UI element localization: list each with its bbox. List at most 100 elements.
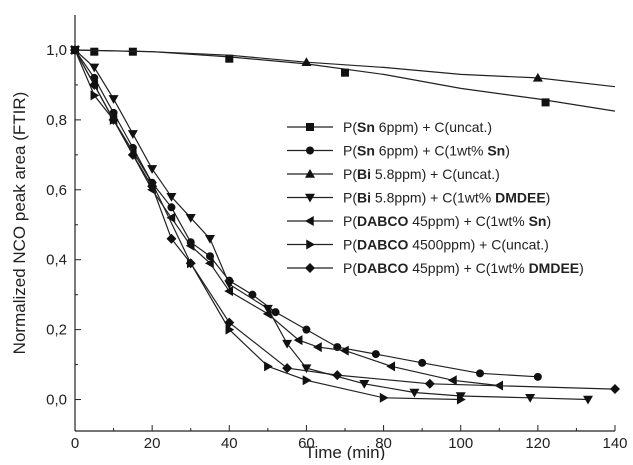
legend-label-1: P(Sn 6ppm) + C(uncat.) [343, 119, 492, 135]
series-4-point [185, 214, 196, 223]
legend-label-part: 45ppm) + C(1wt% [408, 260, 528, 276]
series-1-point [341, 68, 349, 77]
legend-label-part: P( [343, 260, 357, 276]
legend-label-part: DABCO [357, 213, 408, 229]
y-tick-label: 0,4 [46, 252, 67, 269]
series-2-point [533, 372, 542, 381]
series-5-point [205, 258, 214, 269]
x-tick-label: 80 [375, 435, 392, 452]
series-4-point [89, 63, 100, 73]
legend-label-part: Sn [357, 143, 375, 159]
series-7-point [224, 317, 235, 328]
series-7-point [89, 79, 100, 90]
series-7-point [147, 181, 158, 192]
legend-label-part: 6ppm) + C(uncat.) [375, 119, 492, 135]
series-7-point [610, 384, 620, 395]
x-tick-label: 100 [448, 435, 473, 452]
series-2-point [271, 308, 280, 317]
y-tick-label: 1,0 [46, 42, 67, 59]
legend-label-part: 5.8ppm) + C(1wt% [371, 190, 495, 206]
legend-label-part: DMDEE [529, 260, 580, 276]
series-2-point [90, 73, 99, 82]
legend-marker-1 [306, 123, 314, 131]
series-2-point [302, 325, 311, 334]
legend-label-part: P( [343, 237, 357, 253]
series-7-point [424, 378, 435, 389]
series-4-point [147, 165, 158, 174]
series-5-point [448, 375, 457, 386]
legend-label-part: P( [343, 213, 357, 229]
y-axis-title: Normalized NCO peak area (FTIR) [10, 92, 29, 355]
series-2-point [109, 108, 118, 117]
series-6-point [225, 324, 235, 335]
series-6-point [379, 392, 389, 403]
series-6-point [90, 90, 100, 101]
legend-label-part: P( [343, 166, 357, 182]
series-2-point [167, 203, 176, 212]
series-5-point [224, 286, 234, 297]
series-6-point [264, 361, 273, 372]
x-tick-label: 40 [221, 435, 238, 452]
series-1-point [541, 98, 550, 107]
series-4-point [108, 95, 119, 104]
series-4-point [262, 304, 273, 314]
series-6-point [302, 375, 312, 386]
y-tick-label: 0,2 [46, 322, 67, 339]
legend-marker-2 [306, 146, 314, 155]
x-tick-label: 0 [71, 435, 79, 452]
series-5-point [386, 361, 396, 372]
series-4-point [583, 395, 593, 405]
series-2-point [248, 290, 257, 299]
series-7-point [108, 114, 119, 125]
x-tick-label: 60 [298, 435, 315, 452]
legend-label-part: Sn [487, 143, 505, 159]
series-2-point [476, 369, 484, 378]
series-2-point [128, 143, 137, 152]
y-tick-label: 0,0 [46, 392, 67, 409]
legend-marker-7 [305, 263, 315, 273]
legend-label-part: 45ppm) + C(1wt% [408, 213, 528, 229]
series-7-point [282, 363, 293, 374]
legend-label-part: Bi [357, 190, 371, 206]
legend-label-part: 5.8ppm) + C(uncat.) [371, 166, 500, 182]
series-5-point [166, 212, 176, 223]
legend-label-part: 4500ppm) + C(uncat.) [408, 237, 548, 253]
series-2-point [206, 252, 214, 261]
x-tick-label: 20 [144, 435, 161, 452]
series-3-point [532, 72, 543, 82]
legend-label-part: Sn [357, 119, 375, 135]
x-axis-title: Time (min) [305, 443, 386, 460]
legend-label-part: DMDEE [495, 190, 546, 206]
legend-label-part: P( [343, 190, 357, 206]
legend-label-part: ) [546, 190, 551, 206]
series-line-6 [74, 49, 461, 401]
series-4-point [282, 339, 293, 349]
legend-label-part: P( [343, 119, 357, 135]
series-4-point [359, 380, 370, 389]
series-4-point [455, 392, 466, 402]
series-4-point [301, 364, 312, 374]
legend-label-3: P(Bi 5.8ppm) + C(uncat.) [343, 166, 500, 182]
series-4-point [409, 388, 420, 398]
series-6-point [456, 394, 466, 405]
legend-label-part: ) [546, 213, 551, 229]
y-tick-label: 0,8 [46, 112, 67, 129]
series-line-7 [74, 49, 616, 390]
y-tick-label: 0,6 [46, 182, 67, 199]
series-7-point [166, 233, 177, 244]
series-line-3 [74, 49, 616, 88]
legend-label-part: DABCO [357, 260, 408, 276]
legend-marker-3 [305, 169, 315, 178]
legend-label-4: P(Bi 5.8ppm) + C(1wt% DMDEE) [343, 190, 550, 206]
legend-label-part: ) [579, 260, 584, 276]
series-4-point [166, 193, 177, 202]
series-2-point [418, 358, 427, 367]
series-1-point [90, 47, 99, 56]
series-5-point [262, 308, 272, 319]
legend-label-5: P(DABCO 45ppm) + C(1wt% Sn) [343, 213, 551, 229]
series-4-point [224, 280, 235, 290]
legend-label-part: DABCO [357, 237, 408, 253]
legend-label-part: 6ppm) + C(1wt% [375, 143, 487, 159]
series-5-point [313, 342, 322, 353]
